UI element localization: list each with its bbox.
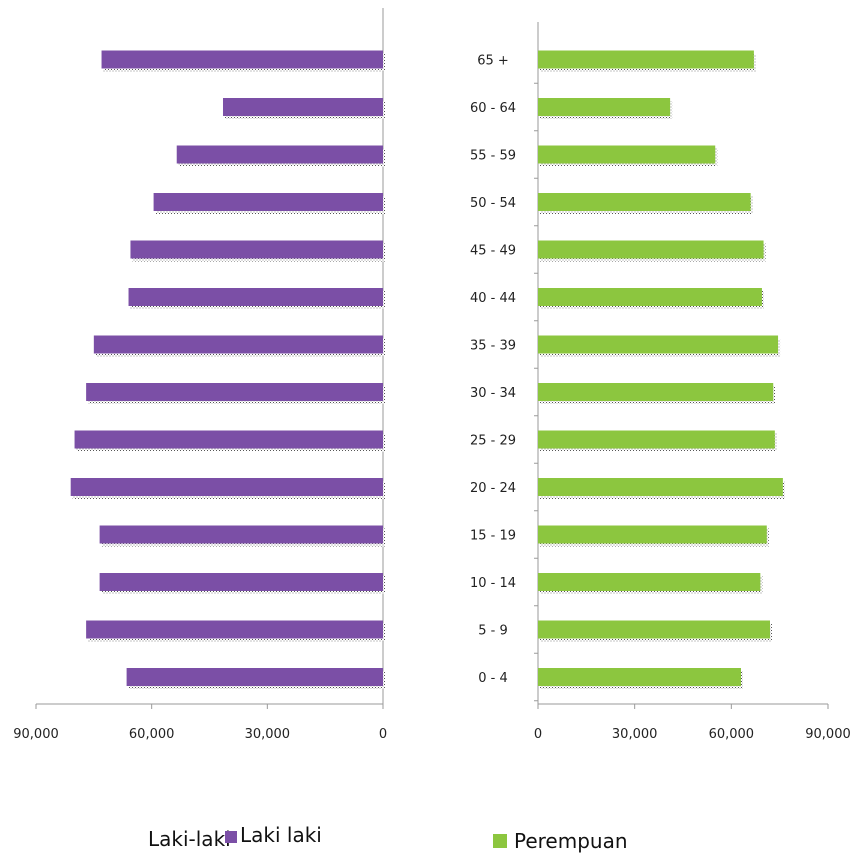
category-label: 65 + [477,54,509,69]
male-bar [101,50,384,69]
category-label: 40 - 44 [470,291,516,306]
female-x-tick-label: 60,000 [709,727,755,742]
category-label: 15 - 19 [470,529,516,544]
male-bar [86,620,383,639]
male-bar [130,240,383,259]
female-bar [538,335,779,354]
legend-male-swatch [225,831,237,843]
category-label: 25 - 29 [470,434,516,449]
male-bar [222,98,383,116]
female-bar [538,145,716,164]
female-bar [538,98,671,116]
category-label: 30 - 34 [470,386,516,401]
female-bar [538,50,754,69]
male-bar [74,430,384,449]
category-label: 10 - 14 [470,576,516,591]
category-label: 55 - 59 [470,149,516,164]
female-bar [538,240,764,259]
female-bar [538,383,774,401]
male-bar [70,478,383,496]
female-bar [538,430,775,449]
female-bar [538,573,761,591]
female-x-tick-label: 0 [534,727,542,742]
category-label: 0 - 4 [478,671,508,686]
male-x-tick-label: 30,000 [245,727,291,742]
male-bar [176,145,383,164]
female-bar [538,478,783,496]
legend-male-label: Laki laki [240,823,322,847]
male-x-tick-label: 90,000 [13,727,59,742]
category-label: 50 - 54 [470,196,516,211]
category-label: 60 - 64 [470,101,516,116]
legend-female-swatch [493,834,507,848]
legend: Laki-laki Laki laki Perempuan [148,823,628,853]
legend-male-prefix: Laki-laki [148,827,231,851]
male-x-tick-label: 60,000 [129,727,175,742]
female-bar [538,620,770,639]
female-bar [538,288,762,306]
female-x-tick-label: 90,000 [805,727,851,742]
female-x-tick-label: 30,000 [612,727,658,742]
female-panel: 0 30,000 60,000 90,000 0 - 4 5 - 9 10 - 14 15 -… [470,22,851,742]
male-bar [93,335,383,354]
female-bar [538,668,741,686]
male-bar [86,383,383,401]
male-bar [153,193,383,211]
category-label: 35 - 39 [470,339,516,354]
category-label: 5 - 9 [478,624,508,639]
male-bar [99,525,383,544]
category-label: 45 - 49 [470,244,516,259]
male-x-tick-label: 0 [379,727,387,742]
male-bar [128,288,383,306]
female-bar [538,193,751,211]
male-bar [99,573,383,591]
male-panel: 0 30,000 60,000 90,000 [13,8,387,742]
legend-female-label: Perempuan [514,829,628,853]
category-label: 20 - 24 [470,481,516,496]
male-bar [126,668,383,686]
female-bar [538,525,767,544]
